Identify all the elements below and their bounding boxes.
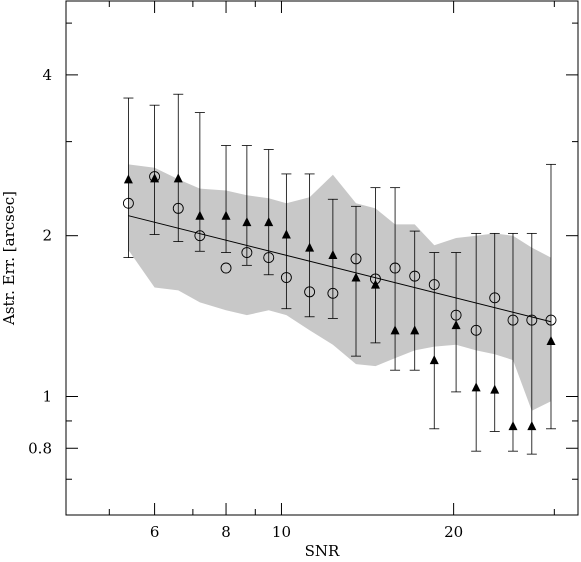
x-tick-label: 8	[221, 523, 231, 541]
circle-point	[507, 314, 519, 326]
marker-layer	[122, 171, 557, 431]
circle-point	[149, 171, 161, 183]
scatter-band	[128, 164, 551, 411]
y-tick-label: 1	[42, 387, 52, 405]
triangle-point	[264, 217, 274, 227]
circle-point	[450, 309, 462, 321]
axis-ticks: 6 8 10 20 0.8 1 2 4	[28, 1, 578, 541]
triangle-point	[471, 382, 481, 392]
triangle-point	[242, 217, 252, 227]
triangle-point	[429, 355, 439, 365]
circle-point	[280, 272, 292, 283]
x-tick-label: 6	[150, 523, 160, 541]
circle-point	[220, 262, 232, 274]
y-tick-label: 4	[42, 66, 52, 84]
circle-point	[545, 314, 557, 326]
circle-point	[304, 286, 316, 298]
circle-point	[428, 279, 440, 291]
circle-point	[122, 197, 134, 209]
scatter-band-layer	[128, 164, 551, 411]
circle-point	[470, 324, 482, 336]
triangle-point	[123, 174, 133, 184]
triangle-point	[508, 421, 518, 431]
triangle-point	[305, 242, 315, 252]
circle-point	[489, 292, 501, 304]
circle-point	[263, 252, 275, 264]
circle-point	[370, 273, 381, 285]
triangle-point	[195, 210, 205, 220]
fit-line-layer	[128, 215, 552, 323]
circle-point	[241, 247, 253, 258]
circle-point	[389, 262, 401, 274]
triangle-point	[546, 336, 556, 346]
x-tick-label: 20	[444, 523, 463, 541]
triangle-point	[150, 173, 160, 183]
circle-point	[194, 230, 206, 242]
circle-point	[172, 202, 184, 214]
x-tick-label: 10	[272, 523, 291, 541]
circle-point	[350, 253, 362, 265]
y-tick-label: 2	[42, 227, 52, 245]
triangle-point	[410, 325, 420, 335]
triangle-point	[173, 173, 183, 183]
triangle-point	[490, 384, 500, 394]
triangle-point	[351, 272, 361, 282]
triangle-point	[390, 325, 400, 335]
fit-line	[128, 215, 552, 323]
triangle-point	[328, 250, 338, 260]
circle-point	[327, 287, 339, 299]
triangle-point	[221, 210, 231, 220]
y-tick-label: 0.8	[28, 439, 52, 457]
triangle-point	[281, 229, 291, 239]
y-axis-label: Astr. Err. [arcsec]	[0, 191, 18, 326]
plot-frame	[65, 0, 579, 516]
circle-point	[409, 270, 421, 282]
x-axis-label: SNR	[305, 542, 340, 560]
triangle-point	[527, 421, 537, 431]
circle-point	[526, 314, 538, 326]
triangle-point	[451, 320, 461, 330]
